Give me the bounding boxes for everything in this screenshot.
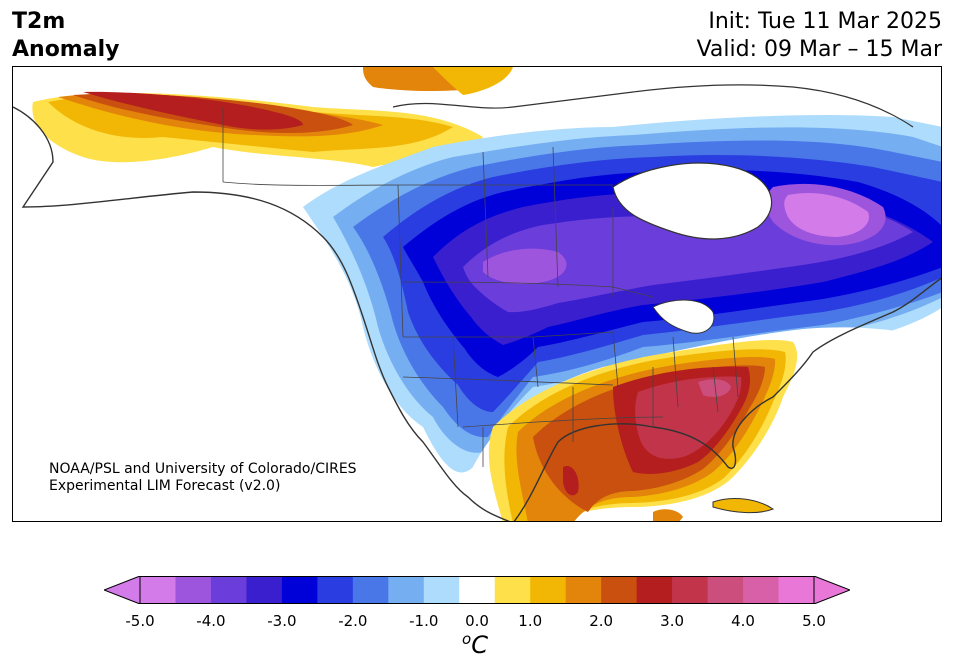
- colorbar: [104, 576, 850, 604]
- political-boundaries: [222, 107, 739, 467]
- map-svg: [13, 67, 941, 521]
- colorbar-tick-label: 2.0: [589, 612, 614, 630]
- colorbar-tick-label: -3.0: [267, 612, 297, 630]
- colorbar-segment: [317, 576, 354, 604]
- colorbar-segment: [601, 576, 638, 604]
- colorbar-tick-label: 4.0: [731, 612, 755, 630]
- credit-institution: NOAA/PSL and University of Colorado/CIRE…: [49, 461, 357, 477]
- colorbar-segment: [707, 576, 744, 604]
- colorbar-tick-label: -2.0: [338, 612, 368, 630]
- colorbar-segment: [423, 576, 460, 604]
- colorbar-segment: [672, 576, 709, 604]
- forecast-credit: NOAA/PSL and University of Colorado/CIRE…: [49, 461, 357, 495]
- colorbar-tick-label: 5.0: [802, 612, 826, 630]
- colorbar-tick-label: -5.0: [125, 612, 155, 630]
- valid-range: Valid: 09 Mar – 15 Mar: [696, 37, 942, 62]
- colorbar-segment: [352, 576, 389, 604]
- credit-product: Experimental LIM Forecast (v2.0): [49, 478, 281, 494]
- colorbar-segment: [281, 576, 318, 604]
- colorbar-segment: [246, 576, 283, 604]
- warm-anomaly-alaska-5: [83, 91, 303, 130]
- colorbar-ticks: -5.0 -4.0 -3.0 -2.0 -1.0 0.0 1.0 2.0 3.0 4.0 5.0: [0, 612, 954, 632]
- coastline-arctic: [392, 84, 914, 128]
- hudson-bay: [612, 162, 773, 240]
- colorbar-segment: [565, 576, 602, 604]
- colorbar-outline: [139, 576, 815, 604]
- colorbar-segment: [636, 576, 673, 604]
- map-title: T2m Anomaly: [12, 8, 119, 64]
- title-quantity: Anomaly: [12, 37, 120, 62]
- colorbar-unit: oC: [462, 630, 488, 659]
- cold-anomaly-core-plains: [483, 248, 567, 284]
- colorbar-tick-label: -1.0: [409, 612, 439, 630]
- colorbar-tick-label: 0.0: [465, 612, 489, 630]
- warm-anomaly-cuba: [712, 497, 775, 514]
- colorbar-segment: [778, 576, 815, 604]
- coastline-pacific: [13, 106, 510, 521]
- colorbar-tick-label: 3.0: [660, 612, 685, 630]
- title-variable: T2m: [12, 9, 66, 34]
- unit-degree: o: [462, 630, 472, 648]
- colorbar-segment: [210, 576, 247, 604]
- unit-celsius: C: [471, 631, 488, 659]
- colorbar-segment: [140, 576, 176, 604]
- warm-anomaly-greenland-coast-2: [433, 67, 513, 95]
- colorbar-tick-label: -4.0: [196, 612, 226, 630]
- forecast-dates: Init: Tue 11 Mar 2025 Valid: 09 Mar – 15…: [697, 8, 942, 64]
- init-date: Init: Tue 11 Mar 2025: [708, 9, 942, 34]
- warm-anomaly-mexico: [563, 466, 579, 496]
- colorbar-segment: [388, 576, 425, 604]
- great-lakes: [652, 299, 715, 334]
- cold-anomaly-core-quebec-2: [784, 192, 869, 237]
- coastline-gulf: [513, 277, 941, 521]
- colorbar-segment: [494, 576, 531, 604]
- colorbar-segment: [530, 576, 567, 604]
- colorbar-tick-label: 1.0: [518, 612, 543, 630]
- colorbar-under-arrow: [104, 576, 141, 604]
- colorbar-segment: [743, 576, 780, 604]
- colorbar-segment: [175, 576, 212, 604]
- colorbar-over-arrow: [813, 576, 850, 604]
- warm-anomaly-yucatan: [653, 509, 683, 521]
- anomaly-map: [12, 66, 942, 522]
- warm-anomaly-se-core: [635, 376, 742, 459]
- colorbar-segment: [459, 576, 496, 604]
- warm-anomaly-se-peak: [698, 379, 731, 397]
